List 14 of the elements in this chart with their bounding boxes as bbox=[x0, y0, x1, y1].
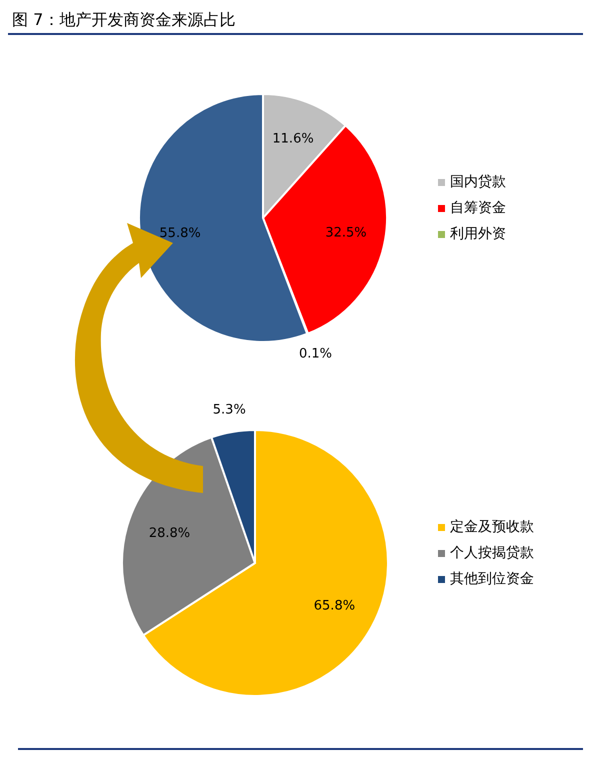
legend-label: 其他到位资金 bbox=[450, 570, 534, 588]
data-label: 55.8% bbox=[159, 226, 201, 241]
legend-label: 定金及预收款 bbox=[450, 518, 534, 536]
data-label: 5.3% bbox=[212, 402, 246, 418]
legend-label: 国内贷款 bbox=[450, 173, 506, 191]
legend-label: 自筹资金 bbox=[450, 199, 506, 217]
chart-title: 图 7：地产开发商资金来源占比 bbox=[8, 8, 583, 35]
data-label: 28.8% bbox=[148, 526, 190, 542]
data-label: 0.1% bbox=[298, 346, 332, 362]
data-label: 65.8% bbox=[314, 598, 356, 614]
legend-label: 个人按揭贷款 bbox=[450, 544, 534, 562]
legend-label: 利用外资 bbox=[450, 225, 506, 243]
data-label: 32.5% bbox=[325, 226, 367, 241]
data-label: 11.6% bbox=[272, 132, 314, 147]
